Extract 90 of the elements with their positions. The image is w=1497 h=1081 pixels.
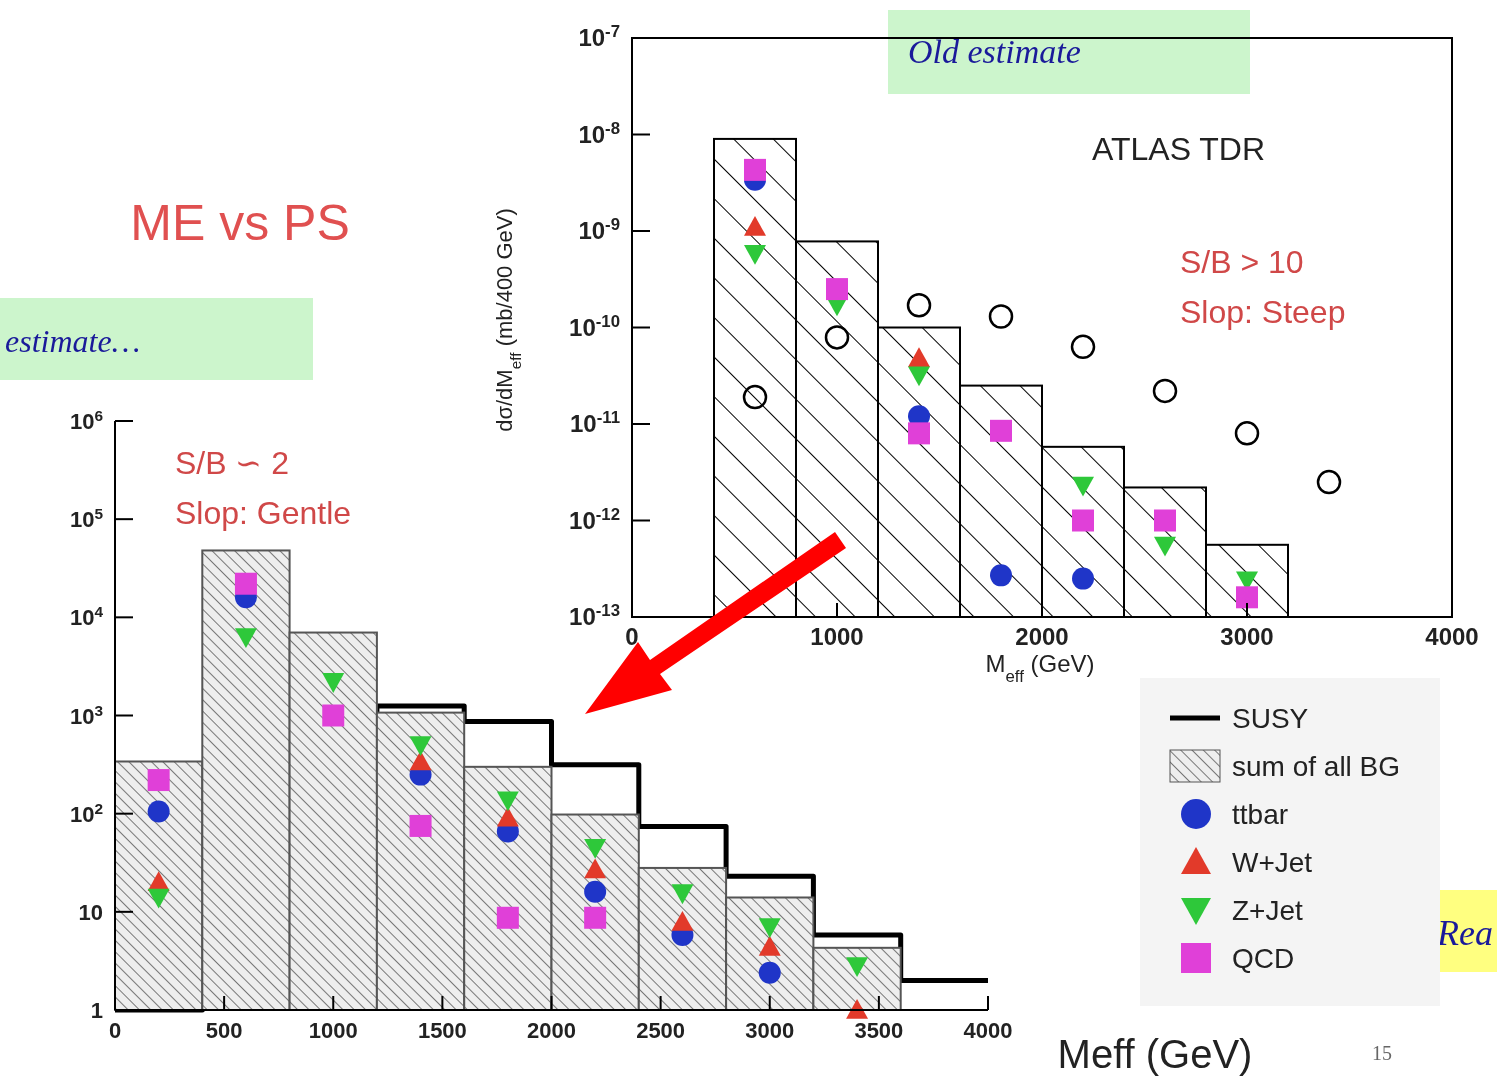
point [147,800,170,823]
legend-label: W+Jet [1232,847,1313,878]
x-tick-label: 4000 [1425,623,1479,650]
point [1072,509,1094,532]
annotation: Old estimate [908,33,1081,70]
point [234,572,257,595]
annotation: Slop: Gentle [175,495,352,531]
y-tick-label: 10$^{5}$ [69,504,104,533]
legend-label: QCD [1232,943,1295,974]
legend-label: ttbar [1232,799,1289,830]
y-tick-label: 10$^{6}$ [69,406,103,434]
x-tick-label: 1000 [810,623,864,650]
point [846,999,869,1019]
annotation: S/B > 10 [1180,244,1304,280]
x-tick-label: 4000 [963,1018,1013,1043]
point [496,806,519,827]
point [908,366,930,387]
point [1236,586,1258,609]
x-tick-label: 0 [625,623,639,650]
x-tick-label: 3000 [745,1018,795,1043]
point [584,858,607,879]
point [758,935,781,956]
point [322,704,345,727]
y-tick-label: 10$^{3}$ [69,701,103,729]
text: ME vs PS [130,195,350,251]
point [826,278,848,301]
point [1154,536,1176,557]
annotation: Slop: Steep [1180,294,1346,330]
y-tick-label: 10$^{-13}$ [569,600,620,630]
point [1072,567,1094,590]
x-tick-label: 500 [205,1018,243,1043]
point [990,564,1012,587]
point [1154,509,1176,532]
point [1234,421,1260,446]
point [744,216,766,236]
point [758,918,781,939]
point [322,673,345,693]
legend-label: sum of all BG [1232,751,1401,782]
annotation: S/B ∽ 2 [175,445,290,481]
y-tick-label: 10$^{2}$ [69,799,103,827]
point [584,838,607,859]
point [584,906,607,929]
point [1152,378,1178,404]
point [906,293,932,318]
point [744,158,766,181]
y-tick-label: 10$^{-9}$ [578,214,620,244]
x-tick-label: 0 [108,1018,122,1043]
point [824,325,850,350]
point [409,736,432,757]
y-tick-label: 10$^{-12}$ [569,504,620,534]
y-tick-label: 10 [78,899,103,925]
point [584,880,607,903]
point [496,906,519,929]
text: 15 [1372,1042,1392,1064]
point [671,910,694,931]
point [147,888,170,909]
point [908,422,930,445]
x-tick-label: 2000 [1015,623,1069,650]
text: Rea [1436,913,1493,953]
x-tick-label: 1000 [308,1018,358,1043]
y-tick-label: 10$^{-8}$ [578,118,620,148]
point [496,791,519,812]
x-axis-title: M$_{eff}$ (GeV) [985,650,1095,686]
point [988,304,1014,329]
x-tick-label: 3500 [854,1018,904,1043]
legend-label: SUSY [1232,703,1309,734]
annotation: ATLAS TDR [1092,131,1266,167]
point [990,419,1012,442]
point [1070,334,1096,360]
point [1072,476,1094,497]
point [409,814,432,837]
x-axis-title: Meff (GeV) [1057,1032,1253,1076]
x-tick-label: 2000 [527,1018,576,1043]
text: estimate… [5,323,141,359]
y-tick-label: 10$^{-7}$ [578,21,620,51]
point [234,628,257,649]
y-tick-label: 1 [90,998,103,1023]
y-tick-label: 10$^{-11}$ [569,407,620,437]
point [758,961,781,984]
y-tick-label: 10$^{4}$ [69,602,104,631]
x-tick-label: 3000 [1220,623,1274,650]
legend-label: Z+Jet [1232,895,1304,926]
point [671,884,694,905]
point [147,769,170,792]
x-tick-label: 2500 [636,1018,686,1043]
point [744,245,766,265]
point [742,384,768,410]
y-tick-label: 10$^{-10}$ [569,311,620,341]
point [1316,469,1342,495]
x-tick-label: 1500 [417,1018,467,1043]
